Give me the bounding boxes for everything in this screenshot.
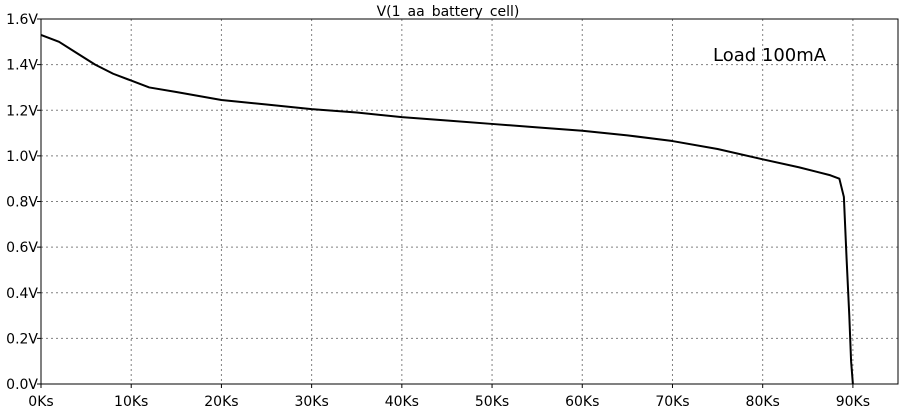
x-tick-label: 80Ks <box>746 394 780 410</box>
x-tick-label: 10Ks <box>114 394 148 410</box>
plot-frame <box>40 18 899 385</box>
x-tick-label: 50Ks <box>475 394 509 410</box>
x-tick-label: 70Ks <box>655 394 689 410</box>
y-tick-label: 1.0V <box>6 149 38 165</box>
y-tick-label: 0.4V <box>6 286 38 302</box>
x-axis-ticks: 0Ks 10Ks 20Ks 30Ks 40Ks 50Ks 60Ks 70Ks 80Ks 90Ks <box>28 384 870 410</box>
y-tick-label: 1.4V <box>6 58 38 74</box>
y-axis-ticks: 0.0V 0.2V 0.4V 0.6V 0.8V 1.0V 1.2V 1.4V 1.6V <box>6 12 41 393</box>
chart-title: V(1_aa_battery_cell) <box>377 4 520 20</box>
voltage-line <box>40 34 854 385</box>
x-tick-label: 0Ks <box>28 394 53 410</box>
y-tick-label: 1.2V <box>6 103 38 119</box>
x-tick-label: 60Ks <box>565 394 599 410</box>
y-tick-label: 0.0V <box>6 377 38 393</box>
x-tick-label: 20Ks <box>204 394 238 410</box>
y-tick-label: 0.2V <box>6 331 38 347</box>
load-annotation: Load 100mA <box>713 45 827 66</box>
y-tick-label: 0.8V <box>6 195 38 211</box>
y-tick-label: 1.6V <box>6 12 38 28</box>
x-tick-label: 30Ks <box>294 394 328 410</box>
x-tick-label: 90Ks <box>836 394 870 410</box>
y-tick-label: 0.6V <box>6 240 38 256</box>
grid <box>41 19 898 384</box>
x-tick-label: 40Ks <box>385 394 419 410</box>
